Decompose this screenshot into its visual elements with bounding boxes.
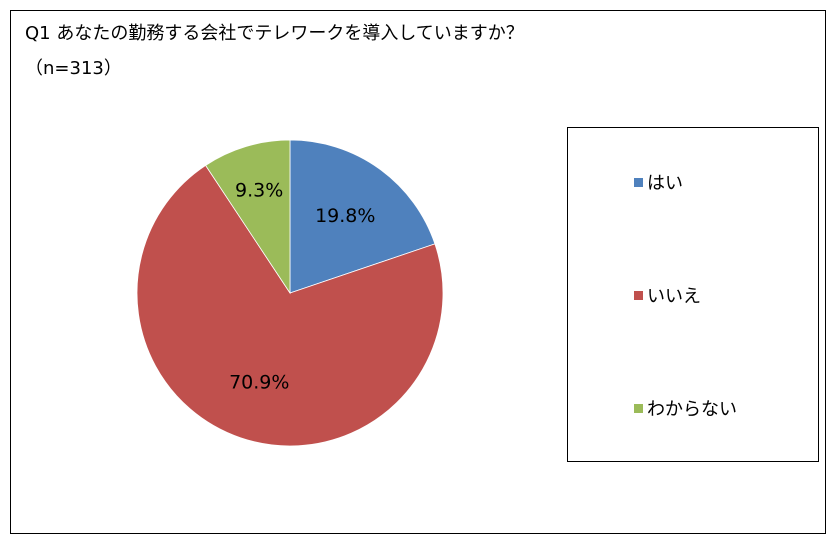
data-label-unknown: 9.3% — [235, 179, 283, 201]
legend-item-no: いいえ — [634, 283, 701, 307]
legend-label-unknown: わからない — [647, 399, 737, 420]
legend: はい いいえ わからない — [567, 127, 819, 462]
data-label-no: 70.9% — [229, 372, 289, 394]
chart-subtitle: （n=313） — [25, 58, 122, 79]
legend-label-yes: はい — [647, 173, 683, 194]
legend-swatch-no — [634, 290, 643, 300]
legend-item-unknown: わからない — [634, 396, 737, 420]
legend-label-no: いいえ — [647, 286, 701, 307]
chart-title: Q1 あなたの勤務する会社でテレワークを導入していますか？ — [25, 23, 524, 44]
data-label-yes: 19.8% — [315, 205, 375, 227]
pie-slice-unknown — [205, 139, 291, 295]
legend-swatch-yes — [634, 177, 643, 187]
pie-chart: 19.8% 70.9% 9.3% — [136, 139, 444, 447]
legend-swatch-unknown — [634, 403, 643, 413]
pie-slice-yes — [289, 139, 436, 294]
pie-slice-no — [136, 164, 444, 447]
legend-item-yes: はい — [634, 170, 683, 194]
